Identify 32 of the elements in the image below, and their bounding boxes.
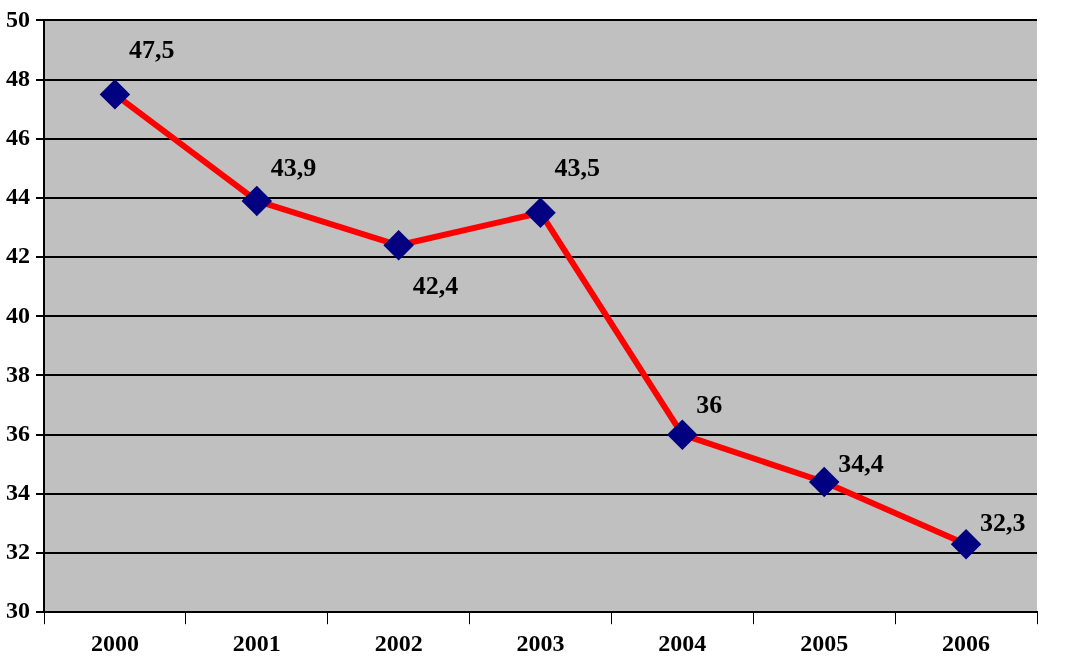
point (668, 420, 697, 449)
data-label: 34,4 (838, 448, 884, 478)
x-tick-label: 2002 (374, 629, 423, 656)
x-tick-label: 2000 (90, 629, 139, 656)
point (526, 198, 555, 227)
y-tick-label: 48 (6, 64, 30, 91)
x-tick-label: 2005 (800, 629, 849, 656)
y-tick-label: 30 (6, 597, 30, 624)
point (952, 530, 981, 559)
y-tick-label: 50 (6, 5, 30, 32)
y-tick-label: 42 (6, 242, 30, 269)
point (810, 468, 839, 496)
data-label: 36 (696, 389, 723, 419)
y-tick-label: 36 (6, 419, 30, 446)
x-tick-label: 2003 (516, 629, 565, 656)
x-tick-label: 2006 (942, 629, 991, 656)
y-tick-label: 38 (6, 360, 30, 387)
y-tick-label: 40 (6, 301, 30, 328)
data-label: 47,5 (128, 34, 175, 64)
data-label: 43,5 (554, 153, 600, 183)
data-label: 42,4 (412, 271, 459, 301)
y-tick-label: 32 (6, 538, 30, 565)
y-tick-label: 34 (6, 479, 30, 506)
y-tick-label: 44 (6, 183, 30, 210)
y-tick-label: 46 (6, 123, 30, 150)
x-tick-label: 2001 (232, 629, 281, 656)
data-label: 32,3 (980, 508, 1026, 538)
point (384, 231, 413, 260)
data-label: 43,9 (270, 153, 317, 183)
point (242, 186, 271, 215)
point (100, 80, 129, 109)
x-tick-label: 2004 (658, 629, 707, 656)
